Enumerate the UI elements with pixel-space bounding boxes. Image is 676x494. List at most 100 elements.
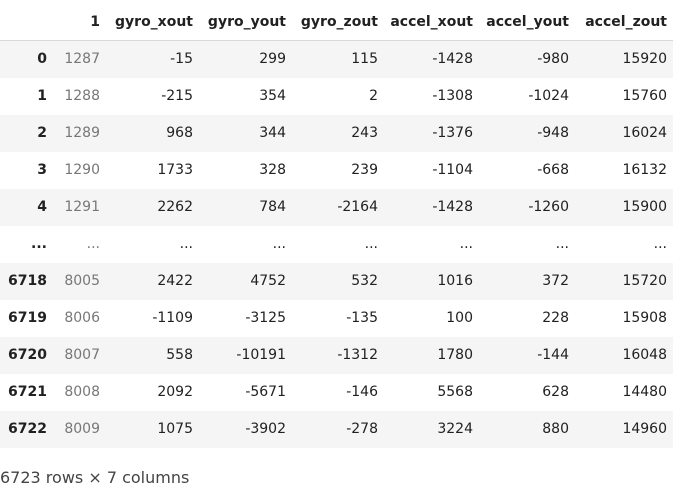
table-cell: -1376	[432, 125, 473, 141]
table-cell: 4752	[250, 273, 286, 289]
table-cell: -215	[161, 88, 193, 104]
table-cell: 628	[542, 384, 569, 400]
table-cell: 1780	[437, 347, 473, 363]
table-cell: 532	[351, 273, 378, 289]
header-cell: gyro_yout	[199, 4, 292, 41]
table-cell: 1016	[437, 273, 473, 289]
table-cell: -144	[537, 347, 569, 363]
table-cell: ...	[86, 236, 100, 252]
header-cell: gyro_zout	[292, 4, 384, 41]
table-cell: -278	[346, 421, 378, 437]
header-cell-index	[0, 4, 53, 41]
table-cell: -1104	[432, 162, 473, 178]
table-cell: ...	[555, 236, 569, 252]
header-cell: gyro_xout	[106, 4, 199, 41]
table-header: 1 gyro_xout gyro_yout gyro_zout accel_xo…	[0, 4, 673, 41]
table-cell: -948	[537, 125, 569, 141]
row-index-cell: 0	[37, 51, 47, 67]
table-cell: -3902	[245, 421, 286, 437]
row-index-cell: 6722	[8, 421, 47, 437]
table-cell: 239	[351, 162, 378, 178]
table-cell: 15760	[622, 88, 667, 104]
dataframe-table: 1 gyro_xout gyro_yout gyro_zout accel_xo…	[0, 4, 673, 448]
table-cell: 15920	[622, 51, 667, 67]
row-index-cell: 4	[37, 199, 47, 215]
table-cell: 1287	[64, 51, 100, 67]
table-cell: 15908	[622, 310, 667, 326]
table-cell: 16048	[622, 347, 667, 363]
table-cell: -15	[170, 51, 193, 67]
table-cell: -10191	[236, 347, 286, 363]
table-cell: -1024	[528, 88, 569, 104]
table-cell: 1288	[64, 88, 100, 104]
table-cell: 2092	[157, 384, 193, 400]
table-cell: 8008	[64, 384, 100, 400]
table-cell: 344	[259, 125, 286, 141]
table-cell: 115	[351, 51, 378, 67]
header-cell: accel_yout	[479, 4, 575, 41]
table-cell: ...	[364, 236, 378, 252]
table-cell: -1109	[152, 310, 193, 326]
table-row: 3 1290 1733 328 239 -1104 -668 16132	[0, 152, 673, 189]
table-cell: 1290	[64, 162, 100, 178]
table-cell: 328	[259, 162, 286, 178]
table-cell: -2164	[337, 199, 378, 215]
table-cell: -1312	[337, 347, 378, 363]
table-row: 2 1289 968 344 243 -1376 -948 16024	[0, 115, 673, 152]
row-index-cell: 3	[37, 162, 47, 178]
table-row: 0 1287 -15 299 115 -1428 -980 15920	[0, 40, 673, 78]
dataframe-output: 1 gyro_xout gyro_yout gyro_zout accel_xo…	[0, 4, 676, 448]
table-cell: 2422	[157, 273, 193, 289]
table-row: 4 1291 2262 784 -2164 -1428 -1260 15900	[0, 189, 673, 226]
table-cell: -146	[346, 384, 378, 400]
row-index-cell: 6720	[8, 347, 47, 363]
table-cell: 784	[259, 199, 286, 215]
table-cell: 100	[446, 310, 473, 326]
table-cell: ...	[459, 236, 473, 252]
table-cell: 558	[166, 347, 193, 363]
table-cell: -1308	[432, 88, 473, 104]
table-cell: 14480	[622, 384, 667, 400]
table-cell: 372	[542, 273, 569, 289]
table-row: 1 1288 -215 354 2 -1308 -1024 15760	[0, 78, 673, 115]
table-cell: 8009	[64, 421, 100, 437]
table-cell: 3224	[437, 421, 473, 437]
row-index-cell: ...	[31, 236, 47, 252]
table-cell: -980	[537, 51, 569, 67]
table-body: 0 1287 -15 299 115 -1428 -980 15920 1 1288 -215 354…	[0, 40, 673, 448]
table-cell: ...	[272, 236, 286, 252]
table-cell: 15900	[622, 199, 667, 215]
table-cell: 14960	[622, 421, 667, 437]
row-index-cell: 2	[37, 125, 47, 141]
table-cell: 2	[369, 88, 378, 104]
table-cell: -668	[537, 162, 569, 178]
row-index-cell: 1	[37, 88, 47, 104]
table-cell: 2262	[157, 199, 193, 215]
table-cell: -1428	[432, 51, 473, 67]
table-cell: 1733	[157, 162, 193, 178]
table-cell: 354	[259, 88, 286, 104]
table-row: 6721 8008 2092 -5671 -146 5568 628 14480	[0, 374, 673, 411]
table-row: ........................	[0, 226, 673, 263]
table-cell: 1289	[64, 125, 100, 141]
table-cell: -1428	[432, 199, 473, 215]
table-cell: 228	[542, 310, 569, 326]
header-cell: accel_xout	[384, 4, 479, 41]
table-cell: 1291	[64, 199, 100, 215]
table-row: 6722 8009 1075 -3902 -278 3224 880 14960	[0, 411, 673, 448]
table-cell: 243	[351, 125, 378, 141]
table-row: 6718 8005 2422 4752 532 1016 372 15720	[0, 263, 673, 300]
table-cell: 968	[166, 125, 193, 141]
table-cell: -5671	[245, 384, 286, 400]
header-cell: 1	[53, 4, 106, 41]
row-index-cell: 6719	[8, 310, 47, 326]
table-row: 6719 8006 -1109 -3125 -135 100 228 15908	[0, 300, 673, 337]
table-cell: 8005	[64, 273, 100, 289]
table-cell: 8006	[64, 310, 100, 326]
table-cell: -1260	[528, 199, 569, 215]
dataframe-shape-label: 6723 rows × 7 columns	[0, 468, 190, 487]
table-cell: ...	[179, 236, 193, 252]
table-row: 6720 8007 558 -10191 -1312 1780 -144 16048	[0, 337, 673, 374]
row-index-cell: 6721	[8, 384, 47, 400]
table-cell: 16132	[622, 162, 667, 178]
